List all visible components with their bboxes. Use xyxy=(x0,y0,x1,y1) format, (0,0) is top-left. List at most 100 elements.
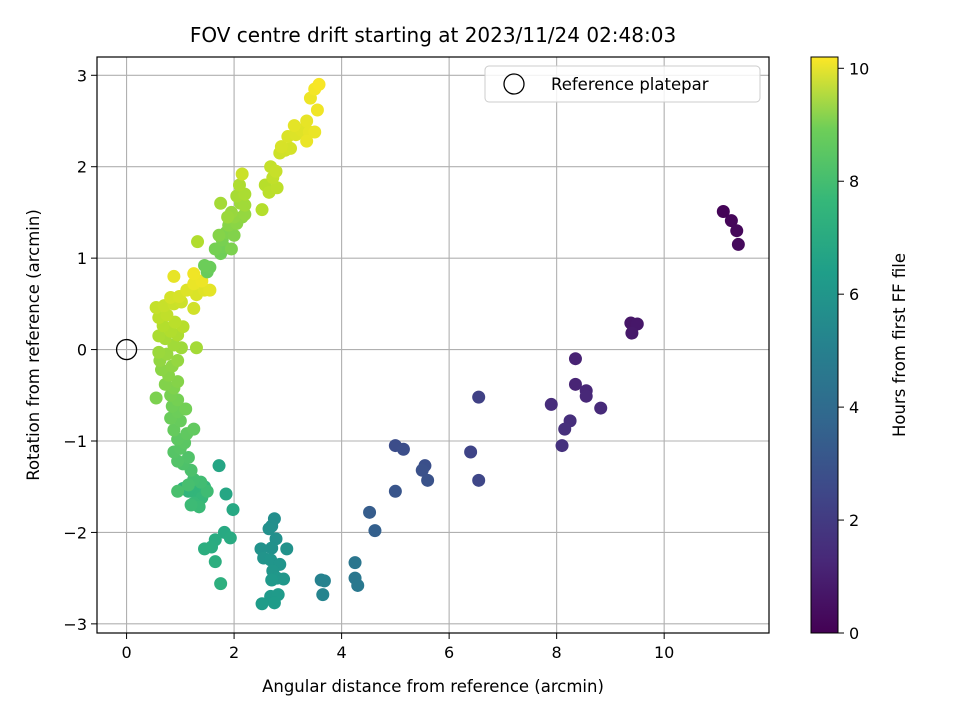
data-point xyxy=(265,573,279,587)
data-point xyxy=(555,439,569,453)
data-point xyxy=(287,119,301,133)
legend-label-reference: Reference platepar xyxy=(551,75,709,94)
colorbar xyxy=(810,56,839,634)
data-point xyxy=(187,267,201,281)
data-point xyxy=(212,228,226,242)
data-point xyxy=(198,258,212,272)
data-point xyxy=(181,450,195,464)
data-point xyxy=(208,555,222,569)
colorbar-label: Hours from first FF file xyxy=(890,253,909,437)
data-point xyxy=(348,556,362,570)
colorbar-ticks: 0 2 4 6 8 10 xyxy=(838,59,869,643)
data-point xyxy=(300,134,314,148)
colorbar-tick-label: 2 xyxy=(849,511,859,530)
data-point xyxy=(368,524,382,538)
data-point xyxy=(265,541,279,555)
data-point xyxy=(625,326,639,340)
y-tick-label: 3 xyxy=(77,66,87,85)
data-point xyxy=(189,341,203,355)
y-tick-label: −2 xyxy=(63,523,87,542)
data-point xyxy=(544,397,558,411)
data-point xyxy=(568,352,582,366)
data-point xyxy=(181,478,195,492)
data-point xyxy=(558,422,572,436)
data-point xyxy=(270,181,284,195)
data-point xyxy=(277,572,291,586)
legend-box xyxy=(484,65,761,103)
x-tick-label: 10 xyxy=(654,643,674,662)
data-point xyxy=(191,235,205,249)
chart-title: FOV centre drift starting at 2023/11/24 … xyxy=(190,23,676,47)
data-point xyxy=(316,588,330,602)
colorbar-tick-label: 8 xyxy=(849,172,859,191)
data-point xyxy=(187,422,201,436)
scatter-points xyxy=(149,77,745,611)
data-point xyxy=(300,114,314,128)
data-point xyxy=(214,196,228,210)
data-point xyxy=(238,198,252,212)
data-point xyxy=(221,210,235,224)
data-point xyxy=(223,531,237,545)
data-point xyxy=(415,463,429,477)
data-point xyxy=(731,237,745,251)
data-point xyxy=(396,442,410,456)
colorbar-tick-label: 6 xyxy=(849,285,859,304)
data-point xyxy=(363,505,377,519)
data-point xyxy=(227,228,241,242)
data-point xyxy=(214,577,228,591)
data-point xyxy=(579,389,593,403)
data-point xyxy=(232,178,246,192)
data-point xyxy=(262,522,276,536)
colorbar-tick-label: 0 xyxy=(849,624,859,643)
data-point xyxy=(255,203,269,217)
data-point xyxy=(208,242,222,256)
y-tick-label: 2 xyxy=(77,158,87,177)
data-point xyxy=(280,542,294,556)
x-tick-label: 6 xyxy=(444,643,454,662)
data-point xyxy=(464,445,478,459)
data-point xyxy=(167,269,181,283)
data-point xyxy=(224,242,238,256)
legend-reference-marker xyxy=(503,73,525,95)
legend: Reference platepar xyxy=(484,65,761,103)
data-point xyxy=(724,214,738,228)
data-point xyxy=(200,484,214,498)
plot-frame xyxy=(96,56,770,634)
reference-platepar-marker xyxy=(115,338,138,361)
data-point xyxy=(226,503,240,517)
data-point xyxy=(317,574,331,588)
data-point xyxy=(171,484,185,498)
data-point xyxy=(274,140,288,154)
data-point xyxy=(171,354,185,368)
data-point xyxy=(594,401,608,415)
data-point xyxy=(267,596,281,610)
x-axis-label: Angular distance from reference (arcmin) xyxy=(262,677,604,696)
data-point xyxy=(152,345,166,359)
x-tick-label: 8 xyxy=(552,643,562,662)
y-tick-label: 1 xyxy=(77,249,87,268)
data-point xyxy=(152,329,166,343)
data-point xyxy=(212,459,226,473)
grid-lines xyxy=(97,57,769,633)
data-point xyxy=(255,597,269,611)
x-tick-label: 2 xyxy=(229,643,239,662)
data-point xyxy=(730,224,744,238)
data-point xyxy=(421,473,435,487)
colorbar-tick-label: 10 xyxy=(849,59,869,78)
y-tick-label: −1 xyxy=(63,432,87,451)
data-point xyxy=(238,207,252,221)
data-point xyxy=(203,283,217,297)
data-point xyxy=(568,377,582,391)
data-point xyxy=(472,390,486,404)
y-tick-label: 0 xyxy=(77,341,87,360)
data-point xyxy=(351,578,365,592)
data-point xyxy=(219,487,233,501)
data-point xyxy=(149,391,163,405)
data-point xyxy=(310,103,324,117)
reference-marker-group xyxy=(115,338,138,361)
data-point xyxy=(716,205,730,219)
data-point xyxy=(312,77,326,91)
x-tick-label: 4 xyxy=(337,643,347,662)
data-point xyxy=(167,423,181,437)
